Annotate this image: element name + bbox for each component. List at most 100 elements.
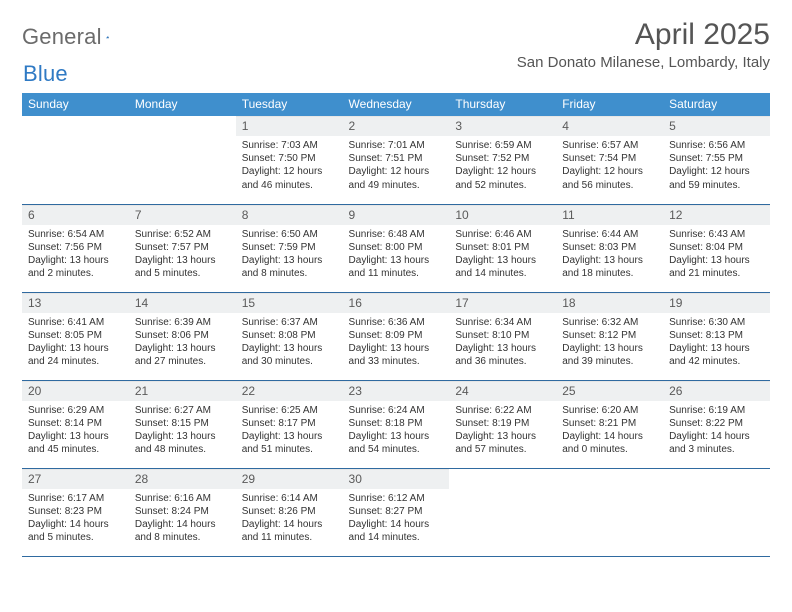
day-detail: Sunrise: 6:20 AMSunset: 8:21 PMDaylight:…: [556, 401, 663, 461]
day-number: 10: [449, 205, 556, 225]
day-number: 24: [449, 381, 556, 401]
day-detail: Sunrise: 6:12 AMSunset: 8:27 PMDaylight:…: [343, 489, 450, 549]
calendar-day-cell: 8Sunrise: 6:50 AMSunset: 7:59 PMDaylight…: [236, 204, 343, 292]
day-number: 29: [236, 469, 343, 489]
day-detail: Sunrise: 6:34 AMSunset: 8:10 PMDaylight:…: [449, 313, 556, 373]
day-detail: Sunrise: 6:19 AMSunset: 8:22 PMDaylight:…: [663, 401, 770, 461]
calendar-day-cell: 6Sunrise: 6:54 AMSunset: 7:56 PMDaylight…: [22, 204, 129, 292]
calendar-day-cell: 29Sunrise: 6:14 AMSunset: 8:26 PMDayligh…: [236, 468, 343, 556]
calendar-week-row: 20Sunrise: 6:29 AMSunset: 8:14 PMDayligh…: [22, 380, 770, 468]
day-number: 13: [22, 293, 129, 313]
calendar-day-cell: 18Sunrise: 6:32 AMSunset: 8:12 PMDayligh…: [556, 292, 663, 380]
day-detail: Sunrise: 6:54 AMSunset: 7:56 PMDaylight:…: [22, 225, 129, 285]
day-detail: Sunrise: 6:59 AMSunset: 7:52 PMDaylight:…: [449, 136, 556, 196]
day-detail: Sunrise: 6:44 AMSunset: 8:03 PMDaylight:…: [556, 225, 663, 285]
day-number: 8: [236, 205, 343, 225]
col-header: Monday: [129, 93, 236, 116]
calendar-day-cell: [449, 468, 556, 556]
calendar-day-cell: 23Sunrise: 6:24 AMSunset: 8:18 PMDayligh…: [343, 380, 450, 468]
calendar-day-cell: 5Sunrise: 6:56 AMSunset: 7:55 PMDaylight…: [663, 116, 770, 204]
location-subtitle: San Donato Milanese, Lombardy, Italy: [517, 54, 770, 71]
day-detail: Sunrise: 6:41 AMSunset: 8:05 PMDaylight:…: [22, 313, 129, 373]
calendar-day-cell: 9Sunrise: 6:48 AMSunset: 8:00 PMDaylight…: [343, 204, 450, 292]
day-number: 2: [343, 116, 450, 136]
calendar-day-cell: 26Sunrise: 6:19 AMSunset: 8:22 PMDayligh…: [663, 380, 770, 468]
day-detail: Sunrise: 6:52 AMSunset: 7:57 PMDaylight:…: [129, 225, 236, 285]
day-detail: Sunrise: 6:32 AMSunset: 8:12 PMDaylight:…: [556, 313, 663, 373]
calendar-day-cell: 27Sunrise: 6:17 AMSunset: 8:23 PMDayligh…: [22, 468, 129, 556]
day-detail: Sunrise: 6:24 AMSunset: 8:18 PMDaylight:…: [343, 401, 450, 461]
calendar-day-cell: 24Sunrise: 6:22 AMSunset: 8:19 PMDayligh…: [449, 380, 556, 468]
day-detail: Sunrise: 6:43 AMSunset: 8:04 PMDaylight:…: [663, 225, 770, 285]
calendar-day-cell: 16Sunrise: 6:36 AMSunset: 8:09 PMDayligh…: [343, 292, 450, 380]
calendar-day-cell: 10Sunrise: 6:46 AMSunset: 8:01 PMDayligh…: [449, 204, 556, 292]
day-detail: Sunrise: 6:36 AMSunset: 8:09 PMDaylight:…: [343, 313, 450, 373]
col-header: Saturday: [663, 93, 770, 116]
day-number: 23: [343, 381, 450, 401]
day-detail: Sunrise: 6:29 AMSunset: 8:14 PMDaylight:…: [22, 401, 129, 461]
sail-icon: [106, 28, 110, 46]
day-number: 11: [556, 205, 663, 225]
calendar-day-cell: 19Sunrise: 6:30 AMSunset: 8:13 PMDayligh…: [663, 292, 770, 380]
day-detail: Sunrise: 6:17 AMSunset: 8:23 PMDaylight:…: [22, 489, 129, 549]
col-header: Sunday: [22, 93, 129, 116]
calendar-week-row: 13Sunrise: 6:41 AMSunset: 8:05 PMDayligh…: [22, 292, 770, 380]
col-header: Friday: [556, 93, 663, 116]
day-detail: Sunrise: 6:46 AMSunset: 8:01 PMDaylight:…: [449, 225, 556, 285]
day-number: 17: [449, 293, 556, 313]
calendar-day-cell: 2Sunrise: 7:01 AMSunset: 7:51 PMDaylight…: [343, 116, 450, 204]
day-number: 21: [129, 381, 236, 401]
calendar-day-cell: [22, 116, 129, 204]
brand-logo: General: [22, 18, 130, 50]
day-number: 1: [236, 116, 343, 136]
calendar-day-cell: 14Sunrise: 6:39 AMSunset: 8:06 PMDayligh…: [129, 292, 236, 380]
calendar-day-cell: 28Sunrise: 6:16 AMSunset: 8:24 PMDayligh…: [129, 468, 236, 556]
calendar-day-cell: 30Sunrise: 6:12 AMSunset: 8:27 PMDayligh…: [343, 468, 450, 556]
day-number: 25: [556, 381, 663, 401]
col-header: Wednesday: [343, 93, 450, 116]
day-number: 7: [129, 205, 236, 225]
calendar-day-cell: [129, 116, 236, 204]
day-detail: Sunrise: 6:16 AMSunset: 8:24 PMDaylight:…: [129, 489, 236, 549]
calendar-day-cell: 4Sunrise: 6:57 AMSunset: 7:54 PMDaylight…: [556, 116, 663, 204]
day-detail: Sunrise: 6:39 AMSunset: 8:06 PMDaylight:…: [129, 313, 236, 373]
calendar-week-row: 27Sunrise: 6:17 AMSunset: 8:23 PMDayligh…: [22, 468, 770, 556]
day-number: 9: [343, 205, 450, 225]
day-number: 4: [556, 116, 663, 136]
calendar-week-row: 6Sunrise: 6:54 AMSunset: 7:56 PMDaylight…: [22, 204, 770, 292]
day-detail: Sunrise: 6:57 AMSunset: 7:54 PMDaylight:…: [556, 136, 663, 196]
logo-word-1: General: [22, 24, 102, 50]
calendar-day-cell: 20Sunrise: 6:29 AMSunset: 8:14 PMDayligh…: [22, 380, 129, 468]
day-number: 12: [663, 205, 770, 225]
day-number: 16: [343, 293, 450, 313]
day-number: 30: [343, 469, 450, 489]
col-header: Thursday: [449, 93, 556, 116]
calendar-day-cell: 13Sunrise: 6:41 AMSunset: 8:05 PMDayligh…: [22, 292, 129, 380]
calendar-day-cell: 21Sunrise: 6:27 AMSunset: 8:15 PMDayligh…: [129, 380, 236, 468]
day-detail: Sunrise: 6:48 AMSunset: 8:00 PMDaylight:…: [343, 225, 450, 285]
day-detail: Sunrise: 7:03 AMSunset: 7:50 PMDaylight:…: [236, 136, 343, 196]
col-header: Tuesday: [236, 93, 343, 116]
day-detail: Sunrise: 6:22 AMSunset: 8:19 PMDaylight:…: [449, 401, 556, 461]
calendar-table: Sunday Monday Tuesday Wednesday Thursday…: [22, 93, 770, 557]
day-detail: Sunrise: 6:56 AMSunset: 7:55 PMDaylight:…: [663, 136, 770, 196]
day-number: 3: [449, 116, 556, 136]
calendar-day-cell: 3Sunrise: 6:59 AMSunset: 7:52 PMDaylight…: [449, 116, 556, 204]
day-detail: Sunrise: 6:27 AMSunset: 8:15 PMDaylight:…: [129, 401, 236, 461]
day-number: 14: [129, 293, 236, 313]
month-title: April 2025: [517, 18, 770, 52]
day-number: 20: [22, 381, 129, 401]
day-number: 19: [663, 293, 770, 313]
day-detail: Sunrise: 6:37 AMSunset: 8:08 PMDaylight:…: [236, 313, 343, 373]
weekday-header-row: Sunday Monday Tuesday Wednesday Thursday…: [22, 93, 770, 116]
calendar-day-cell: 1Sunrise: 7:03 AMSunset: 7:50 PMDaylight…: [236, 116, 343, 204]
calendar-day-cell: 15Sunrise: 6:37 AMSunset: 8:08 PMDayligh…: [236, 292, 343, 380]
calendar-day-cell: 22Sunrise: 6:25 AMSunset: 8:17 PMDayligh…: [236, 380, 343, 468]
day-number: 15: [236, 293, 343, 313]
calendar-day-cell: [663, 468, 770, 556]
day-number: 18: [556, 293, 663, 313]
day-number: 27: [22, 469, 129, 489]
calendar-day-cell: 17Sunrise: 6:34 AMSunset: 8:10 PMDayligh…: [449, 292, 556, 380]
calendar-day-cell: 7Sunrise: 6:52 AMSunset: 7:57 PMDaylight…: [129, 204, 236, 292]
calendar-day-cell: 25Sunrise: 6:20 AMSunset: 8:21 PMDayligh…: [556, 380, 663, 468]
